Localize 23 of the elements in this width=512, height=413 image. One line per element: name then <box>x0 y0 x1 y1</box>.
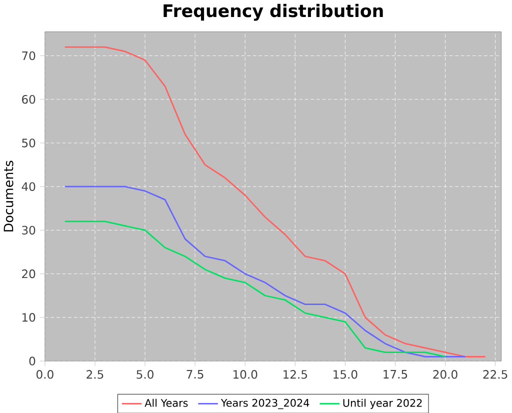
x-tick-label: 22.5 <box>483 370 508 379</box>
legend-label: All Years <box>144 398 188 407</box>
x-tick-label: 10.0 <box>234 370 258 379</box>
x-tick-label: 17.5 <box>384 370 408 378</box>
y-axis-title: Documents <box>4 160 14 232</box>
y-tick-label: 20 <box>22 269 36 278</box>
x-tick-label: 2.5 <box>86 370 104 379</box>
y-tick-label: 50 <box>22 138 36 148</box>
x-tick-label: 0.0 <box>36 370 54 379</box>
legend-label: Until year 2022 <box>343 398 422 409</box>
y-tick-label: 60 <box>22 94 36 104</box>
y-tick-label: 70 <box>22 51 36 60</box>
x-tick-label: 20.0 <box>433 370 458 379</box>
x-tick-label: 7.5 <box>186 370 204 378</box>
legend-label: Years 2023_2024 <box>220 398 310 409</box>
y-tick-label: 40 <box>22 182 36 191</box>
y-tick-label: 0 <box>29 356 36 366</box>
y-tick-label: 30 <box>22 226 36 234</box>
y-tick-label: 10 <box>22 312 36 322</box>
chart-title: Frequency distribution <box>164 4 383 21</box>
x-tick-label: 12.5 <box>284 370 307 379</box>
x-tick-label: 5.0 <box>136 370 154 379</box>
x-tick-label: 15.0 <box>334 370 358 379</box>
